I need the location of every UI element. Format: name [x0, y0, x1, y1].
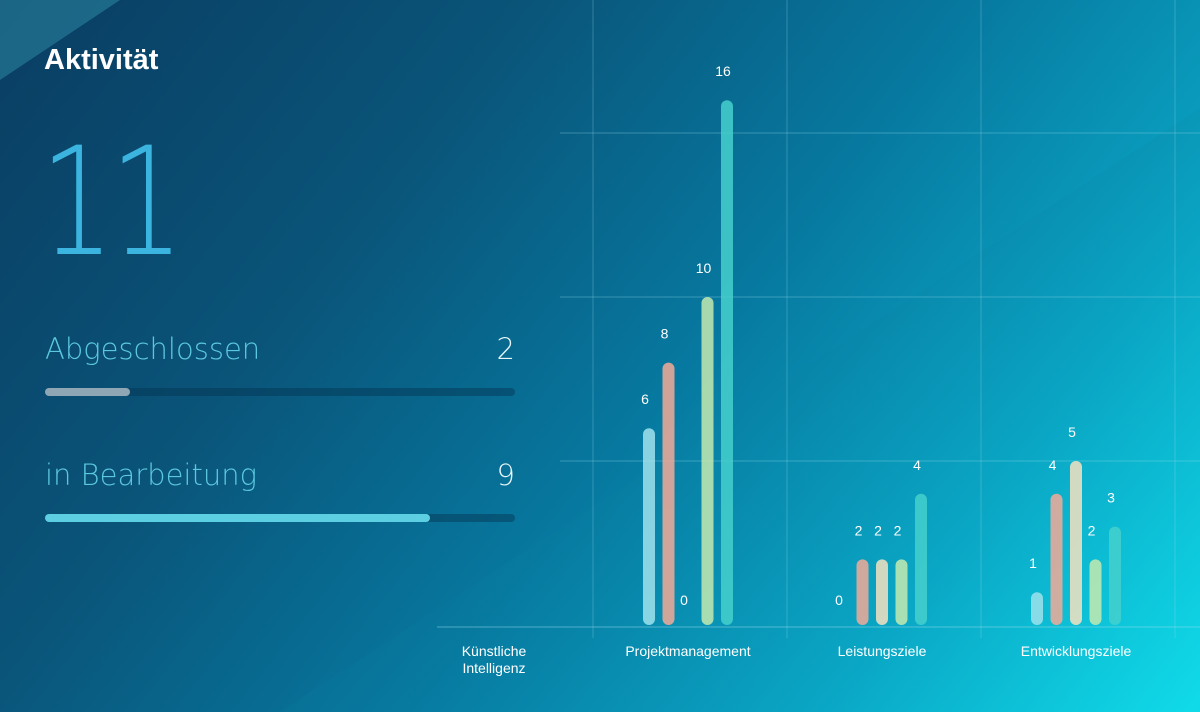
data-label: 0: [680, 592, 688, 608]
data-label: 4: [1049, 457, 1057, 473]
stat-in-progress: in Bearbeitung 9: [45, 458, 515, 522]
data-label: 2: [874, 522, 882, 538]
data-label: 10: [696, 260, 712, 276]
bar: [1070, 461, 1082, 625]
progress-track: [45, 388, 515, 396]
data-label: 2: [894, 522, 902, 538]
bar: [1031, 592, 1043, 625]
stat-value: 9: [496, 458, 515, 492]
x-tick-label: Entwicklungsziele: [1020, 643, 1132, 659]
data-label: 2: [1088, 522, 1096, 538]
data-label: 5: [1068, 424, 1076, 440]
panel-title: Aktivität: [44, 44, 159, 76]
stat-value: 2: [496, 332, 515, 366]
x-tick-label: Projektmanagement: [625, 643, 751, 659]
progress-track: [45, 514, 515, 522]
data-label: 8: [661, 326, 669, 342]
total-count: 11: [40, 116, 184, 290]
bar: [895, 559, 908, 625]
bar: [1109, 526, 1121, 625]
bar: [1050, 493, 1063, 625]
data-label: 1: [1029, 555, 1037, 571]
stat-label: in Bearbeitung: [45, 458, 258, 492]
bar: [876, 559, 888, 625]
bar: [662, 362, 675, 625]
data-label: 16: [715, 63, 731, 79]
stat-label: Abgeschlossen: [45, 332, 261, 366]
data-label: 0: [835, 592, 843, 608]
bar: [856, 559, 869, 625]
data-label: 2: [855, 522, 863, 538]
x-tick-label: Leistungsziele: [837, 643, 927, 659]
bar: [1089, 559, 1102, 625]
data-label: 3: [1107, 490, 1115, 506]
progress-fill: [45, 514, 430, 522]
data-label: 4: [913, 457, 921, 473]
stat-completed: Abgeschlossen 2: [45, 332, 515, 396]
progress-fill: [45, 388, 131, 396]
bar: [701, 297, 714, 625]
bar: [915, 493, 927, 625]
bar: [721, 100, 733, 625]
data-label: 6: [641, 391, 649, 407]
x-tick-label: Künstliche Intelligenz: [461, 643, 527, 676]
bar: [643, 428, 655, 625]
